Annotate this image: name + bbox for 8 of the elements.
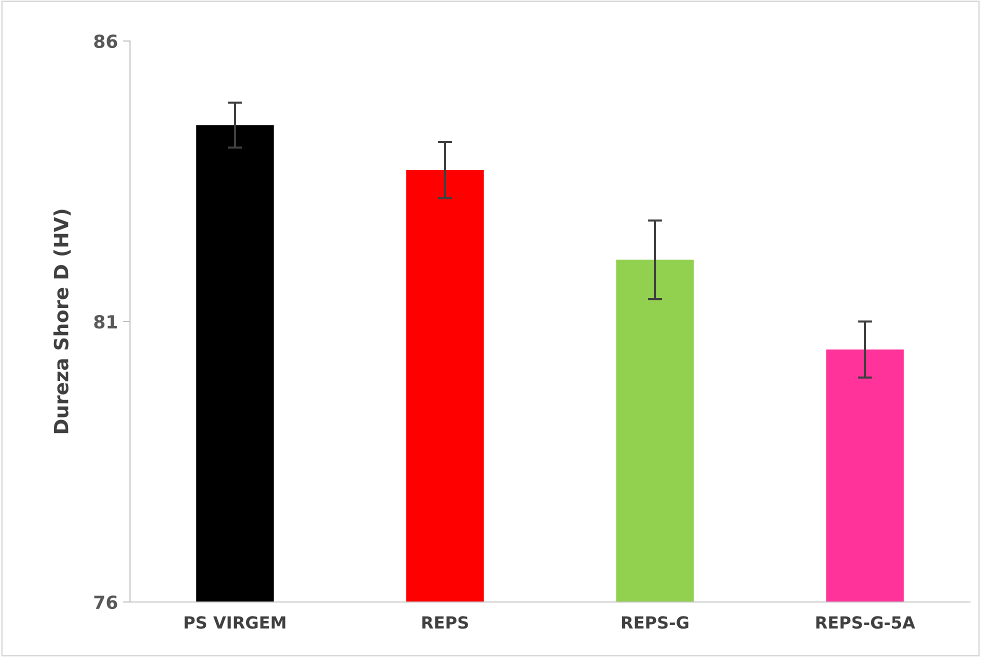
x-tick-label: PS VIRGEM [184, 616, 286, 629]
x-tick-label: REPS-G [622, 616, 688, 629]
y-tick-label: 81 [94, 314, 117, 329]
x-tick-label: REPS [422, 616, 468, 629]
x-tick-label: REPS-G-5A [816, 616, 916, 629]
y-axis-title: Dureza Shore D (HV) [53, 210, 71, 434]
y-tick-label: 76 [94, 595, 118, 610]
y-tick-label: 86 [94, 34, 118, 48]
